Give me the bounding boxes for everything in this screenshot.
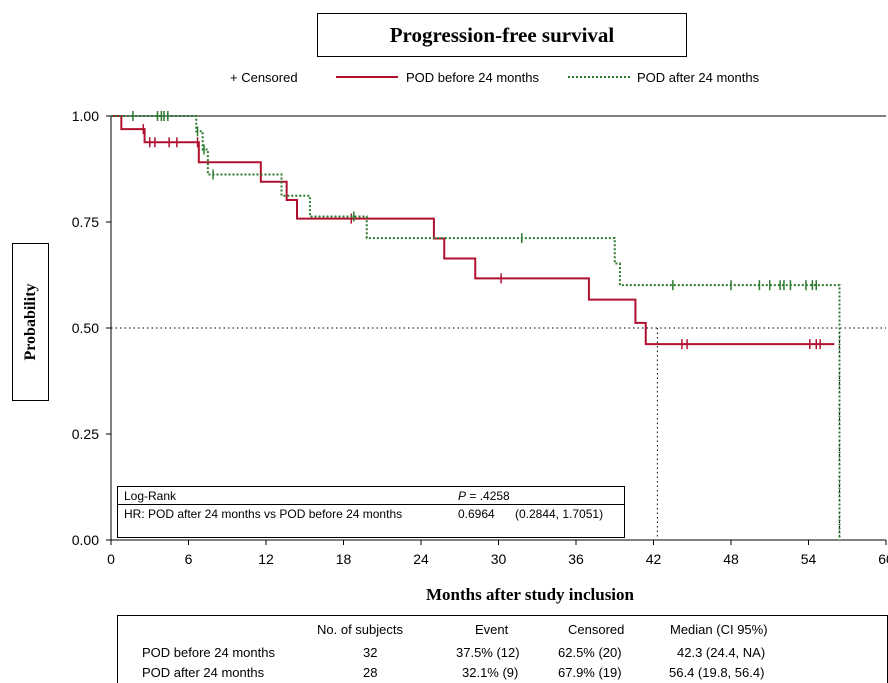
x-tick-label: 30 — [491, 551, 507, 567]
summary-row-censored: 62.5% (20) — [558, 645, 622, 660]
legend-label-pod-before: POD before 24 months — [406, 70, 539, 85]
summary-row-label: POD after 24 months — [142, 665, 265, 680]
chart-title: Progression-free survival — [389, 22, 615, 47]
summary-row-event: 32.1% (9) — [462, 665, 519, 680]
y-tick-label: 0.25 — [72, 426, 99, 442]
legend: + Censored POD before 24 months POD after … — [230, 70, 760, 85]
summary-header-event: Event — [475, 622, 509, 637]
x-tick-label: 0 — [107, 551, 115, 567]
p-value: = .4258 — [466, 489, 510, 503]
x-tick-label: 18 — [336, 551, 352, 567]
y-tick-label: 1.00 — [72, 108, 99, 124]
hr-value: 0.6964 — [458, 507, 495, 521]
x-tick-label: 36 — [568, 551, 584, 567]
x-tick-label: 6 — [185, 551, 193, 567]
summary-header-subjects: No. of subjects — [317, 622, 403, 637]
hr-ci: (0.2844, 1.7051) — [515, 507, 604, 521]
hr-label: HR: POD after 24 months vs POD before 24… — [124, 507, 403, 521]
summary-header-censored: Censored — [568, 622, 625, 637]
summary-row-event: 37.5% (12) — [456, 645, 520, 660]
y-axis-label-box: Probability — [12, 243, 49, 401]
legend-censored-label: + Censored — [230, 70, 298, 85]
y-tick-label: 0.00 — [72, 532, 99, 548]
summary-row-censored: 67.9% (19) — [558, 665, 622, 680]
x-tick-label: 48 — [723, 551, 739, 567]
summary-row-subjects: 32 — [363, 645, 378, 660]
chart-title-box: Progression-free survival — [317, 13, 687, 57]
summary-header-median: Median (CI 95%) — [670, 622, 768, 637]
summary-row-median: 56.4 (19.8, 56.4) — [669, 665, 765, 680]
km-plot: + Censored POD before 24 months POD after … — [72, 70, 888, 567]
y-axis-label: Probability — [21, 283, 39, 361]
curve-pod-after — [111, 115, 841, 540]
x-tick-label: 60 — [878, 551, 888, 567]
x-axis-label: Months after study inclusion — [426, 585, 634, 604]
y-tick-label: 0.75 — [72, 214, 99, 230]
legend-label-pod-after: POD after 24 months — [637, 70, 760, 85]
summary-row-label: POD before 24 months — [142, 645, 275, 660]
x-tick-label: 12 — [258, 551, 274, 567]
x-tick-label: 54 — [801, 551, 817, 567]
y-tick-label: 0.50 — [72, 320, 99, 336]
summary-row-median: 42.3 (24.4, NA) — [677, 645, 766, 660]
curve-pod-before — [111, 115, 835, 346]
x-tick-label: 42 — [646, 551, 662, 567]
x-tick-label: 24 — [413, 551, 429, 567]
stats-box: Log-Rank P = .4258 HR: POD after 24 mont… — [117, 486, 625, 538]
summary-table: No. of subjects Event Censored Median (C… — [117, 615, 888, 683]
p-value-line: P = .4258 — [458, 487, 510, 505]
stats-divider — [118, 504, 624, 505]
logrank-label: Log-Rank — [124, 489, 177, 503]
summary-row-subjects: 28 — [363, 665, 378, 680]
p-label: P — [458, 489, 467, 503]
